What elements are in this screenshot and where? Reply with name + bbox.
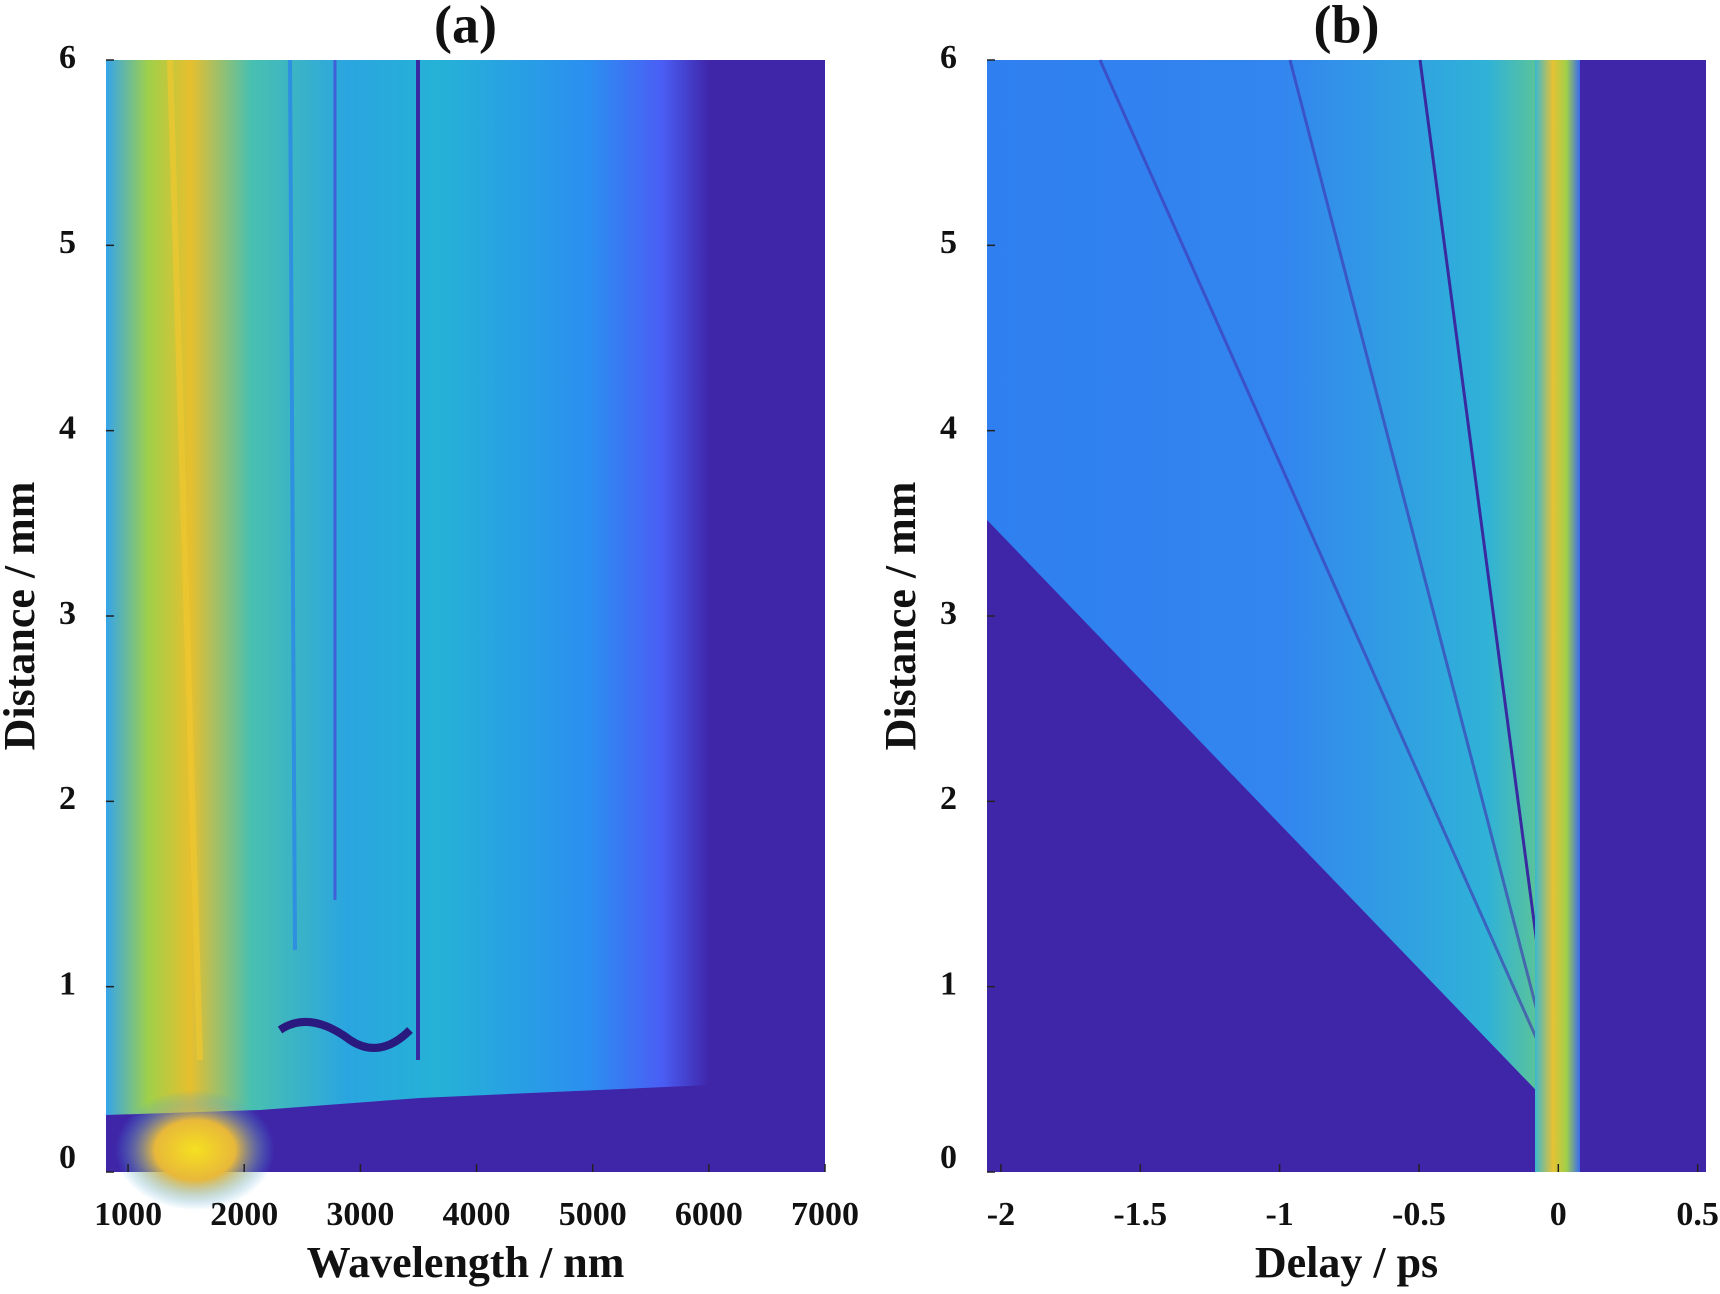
x-tick-label: 0.5	[1676, 1196, 1719, 1233]
x-tick-label: 1000	[94, 1196, 162, 1233]
x-tick-label: -0.5	[1392, 1196, 1446, 1233]
y-tick-label: 6	[940, 39, 957, 76]
y-tick-label: 2	[940, 780, 957, 817]
y-tick-label: 0	[940, 1139, 957, 1176]
x-axis-label: Wavelength / nm	[307, 1238, 625, 1287]
x-tick-label: 5000	[559, 1196, 627, 1233]
x-tick-label: 6000	[675, 1196, 743, 1233]
heatmap-a	[106, 59, 825, 1210]
x-tick-label: 7000	[791, 1196, 859, 1233]
x-tick-label: -2	[987, 1196, 1015, 1233]
chart-title: (a)	[434, 0, 497, 54]
y-tick-label: 5	[59, 224, 76, 261]
x-tick-label: 3000	[326, 1196, 394, 1233]
y-tick-label: 5	[940, 224, 957, 261]
y-tick-label: 1	[59, 965, 76, 1002]
y-tick-label: 4	[59, 409, 76, 446]
y-tick-label: 0	[59, 1139, 76, 1176]
x-tick-label: -1.5	[1113, 1196, 1167, 1233]
y-tick-label: 1	[940, 965, 957, 1002]
y-tick-label: 3	[59, 595, 76, 632]
x-tick-label: 0	[1550, 1196, 1567, 1233]
y-axis-label: Distance / mm	[876, 482, 925, 751]
heatmap-b	[987, 59, 1706, 1172]
y-axis-label: Distance / mm	[0, 482, 44, 751]
y-tick-label: 3	[940, 595, 957, 632]
x-tick-label: 2000	[210, 1196, 278, 1233]
x-tick-label: 4000	[443, 1196, 511, 1233]
y-tick-label: 4	[940, 409, 957, 446]
x-tick-label: -1	[1265, 1196, 1293, 1233]
y-tick-label: 6	[59, 39, 76, 76]
chart-title: (b)	[1314, 0, 1380, 54]
x-axis-label: Delay / ps	[1255, 1238, 1438, 1287]
y-tick-label: 2	[59, 780, 76, 817]
